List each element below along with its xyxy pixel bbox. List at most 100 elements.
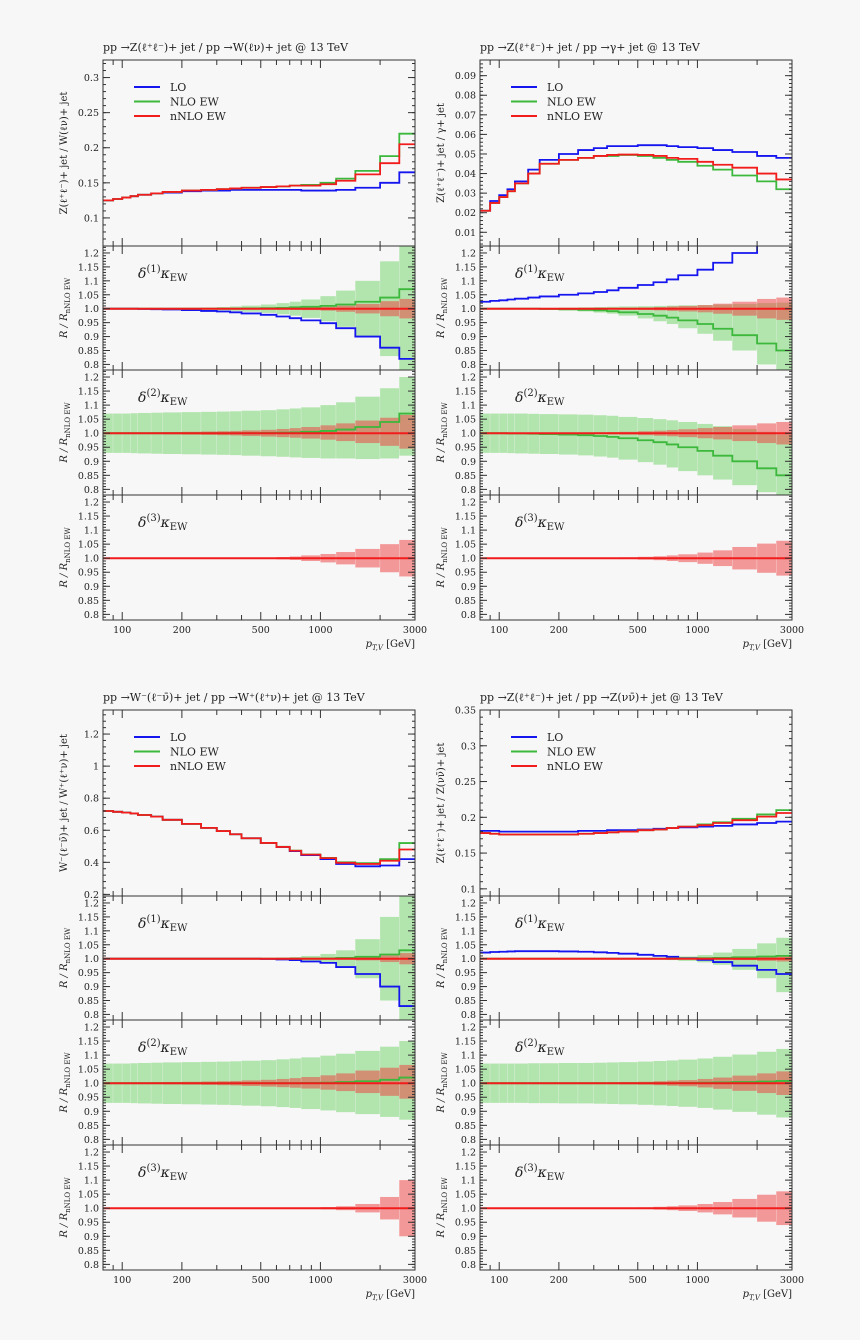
plot-area: [480, 246, 792, 370]
ew-subscript: EW: [170, 923, 188, 934]
y-tick-label: 0.25: [455, 777, 476, 788]
nnlo-ew-uncertainty-band: [380, 417, 400, 446]
x-tick-label: 100: [113, 1275, 131, 1286]
y-tick-label: 1.15: [78, 912, 99, 923]
series-line-lo: [480, 820, 792, 833]
y-tick-label: 0.2: [84, 890, 99, 901]
y-tick-label: 1.0: [84, 554, 99, 565]
subplot-title: pp →Z(ℓ⁺ℓ⁻)+ jet / pp →W(ℓν)+ jet @ 13 T…: [103, 41, 349, 54]
plot-area: [103, 377, 415, 460]
y-tick-label: 0.9: [461, 1232, 476, 1243]
y-tick-label: 0.9: [461, 982, 476, 993]
y-tick-label: 0.95: [455, 568, 476, 579]
y-tick-label: 1.05: [455, 290, 476, 301]
y-tick-label: 1.2: [84, 1023, 99, 1034]
y-tick-label: 1.1: [84, 526, 99, 537]
nlo-ew-uncertainty-band: [666, 305, 678, 325]
order-superscript: (2): [523, 1038, 537, 1049]
series-line-nnlo-ew: [103, 810, 415, 865]
y-tick-label: 1.1: [461, 1051, 476, 1062]
y-tick-label: 0.9: [461, 582, 476, 593]
ew-subscript: EW: [547, 397, 565, 408]
plot-area: [480, 1191, 792, 1226]
y-tick-label: 0.95: [78, 1093, 99, 1104]
y-tick-label: 1.0: [461, 1079, 476, 1090]
y-tick-label: 0.85: [78, 471, 99, 482]
y-tick-label: 0.9: [84, 982, 99, 993]
y-tick-label: 1.1: [461, 926, 476, 937]
y-tick-label: 1.05: [455, 415, 476, 426]
ratio-line-lo: [480, 950, 792, 975]
ratio-panel-label: δ(3)κEW: [138, 1163, 188, 1183]
ratio-panel-1: δ(1)κEW R / RnNLO EW 0.8 0.85 0.9 0.95 1.0 1.05…: [436, 245, 793, 371]
y-tick-label: 0.85: [78, 596, 99, 607]
plot-area: [480, 1048, 792, 1118]
delta-symbol: δ: [515, 1165, 523, 1181]
x-tick-label: 500: [629, 625, 647, 636]
x-tick-label: 1000: [308, 625, 332, 636]
y-tick-label: 0.6: [84, 826, 99, 837]
y-tick-label: 1.05: [455, 1065, 476, 1076]
legend-label: nNLO EW: [170, 760, 227, 773]
delta-symbol: δ: [138, 515, 146, 531]
x-tick-label: 100: [490, 625, 508, 636]
legend-label: LO: [170, 81, 186, 94]
y-tick-label: 1.1: [84, 1176, 99, 1187]
kappa-symbol: κ: [160, 515, 170, 531]
ratio-y-axis-label: R / RnNLO EW: [436, 402, 449, 464]
y-tick-label: 1.15: [78, 262, 99, 273]
delta-symbol: δ: [138, 266, 146, 282]
y-tick-label: 0.08: [455, 91, 476, 102]
y-tick-label: 0.95: [455, 1218, 476, 1229]
y-tick-label: 1.15: [78, 1037, 99, 1048]
y-tick-label: 1.0: [461, 304, 476, 315]
y-tick-label: 1.05: [78, 290, 99, 301]
y-tick-label: 0.8: [84, 610, 99, 621]
legend-label: LO: [547, 81, 563, 94]
y-tick-label: 0.1: [84, 213, 99, 224]
plot-area: [103, 1180, 415, 1237]
nlo-ew-uncertainty-band: [776, 937, 792, 993]
plot-area: [103, 539, 415, 577]
x-tick-label: 1000: [308, 1275, 332, 1286]
ratio-panel-1: δ(1)κEW R / RnNLO EW 0.8 0.85 0.9 0.95 1.0 1.05…: [59, 895, 416, 1021]
ratio-panel-label: δ(2)κEW: [138, 1038, 188, 1058]
ratio-panel-2: δ(2)κEW R / RnNLO EW 0.8 0.85 0.9 0.95 1.0 1.05…: [59, 369, 416, 496]
y-tick-label: 1.2: [461, 373, 476, 384]
y-tick-label: 0.85: [78, 1121, 99, 1132]
nlo-ew-uncertainty-band: [776, 434, 792, 495]
nnlo-ew-uncertainty-band: [399, 414, 415, 449]
y-tick-label: 1.15: [78, 1162, 99, 1173]
delta-symbol: δ: [138, 1040, 146, 1056]
y-tick-label: 0.85: [455, 1121, 476, 1132]
series-line-nnlo-ew: [480, 153, 792, 212]
y-tick-label: 1.1: [461, 276, 476, 287]
y-axis-label: W⁻(ℓ⁻ν̄)+ jet / W⁺(ℓ⁺ν)+ jet: [59, 734, 70, 872]
y-tick-label: 0.8: [461, 610, 476, 621]
order-superscript: (1): [523, 264, 537, 275]
subplot-1: pp →Z(ℓ⁺ℓ⁻)+ jet / pp →γ+ jet @ 13 TeV LO…: [436, 41, 804, 652]
y-tick-label: 1.2: [461, 1148, 476, 1159]
ratio-panel-3: δ(3)κEW R / RnNLO EW 0.8 0.85 0.9 0.95 1.0 1.05…: [59, 494, 416, 621]
delta-symbol: δ: [138, 1165, 146, 1181]
y-tick-label: 1.05: [78, 1190, 99, 1201]
ratio-y-axis-label: R / RnNLO EW: [436, 527, 449, 589]
ratio-y-axis-label: R / RnNLO EW: [436, 927, 449, 989]
nnlo-ew-uncertainty-band: [355, 420, 380, 444]
y-tick-label: 0.8: [84, 794, 99, 805]
series-line-nlo-ew: [103, 810, 415, 865]
nlo-ew-uncertainty-band: [757, 431, 777, 493]
y-tick-label: 0.95: [455, 443, 476, 454]
y-tick-label: 1.0: [84, 954, 99, 965]
x-tick-label: 500: [252, 1275, 270, 1286]
order-superscript: (3): [523, 513, 537, 524]
x-axis-label: pT,V [GeV]: [743, 1289, 793, 1302]
y-tick-label: 0.9: [461, 332, 476, 343]
y-tick-label: 0.85: [455, 996, 476, 1007]
y-tick-label: 1.15: [455, 262, 476, 273]
x-tick-label: 200: [173, 1275, 191, 1286]
y-tick-label: 1.1: [84, 1051, 99, 1062]
y-tick-label: 1.1: [461, 1176, 476, 1187]
ew-subscript: EW: [170, 1047, 188, 1058]
